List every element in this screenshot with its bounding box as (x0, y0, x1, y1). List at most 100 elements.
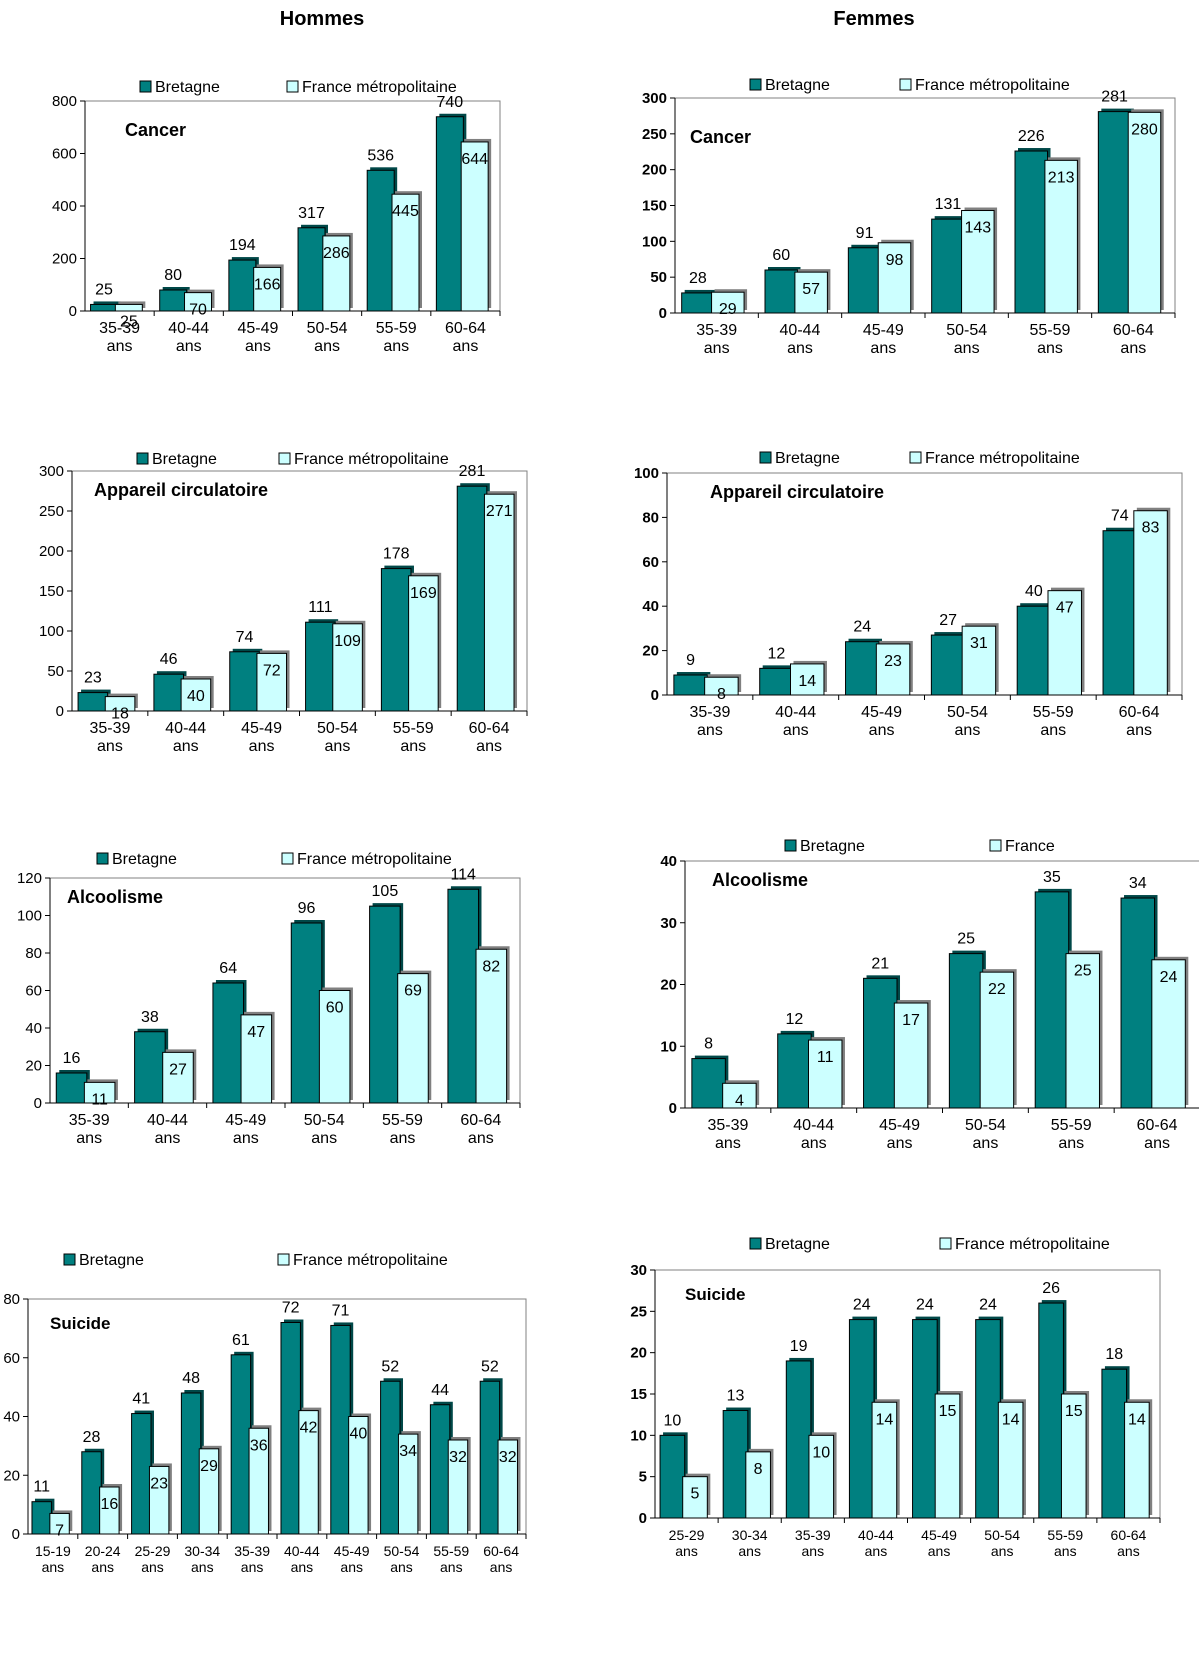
y-tick-label: 100 (642, 233, 667, 250)
y-tick-label: 60 (3, 1350, 20, 1367)
x-tick-label: 60-64 (483, 1543, 519, 1559)
x-tick-label-unit: ans (991, 1543, 1014, 1559)
data-label-bretagne: 71 (332, 1302, 350, 1319)
x-tick-label: 50-54 (384, 1543, 420, 1559)
x-tick-label: 45-49 (921, 1527, 957, 1543)
bar-france (198, 1448, 220, 1535)
data-label-france: 4 (735, 1092, 744, 1109)
legend-label-france: France métropolitaine (294, 451, 449, 468)
bar-france (180, 678, 212, 712)
y-tick-label: 40 (3, 1409, 20, 1426)
plot-area (49, 877, 521, 1104)
x-tick-label-unit: ans (1117, 1543, 1140, 1559)
x-tick-label-unit: ans (1126, 722, 1152, 739)
y-tick-label: 40 (642, 598, 659, 615)
bar-bretagne (330, 1324, 351, 1535)
bar-france (997, 1401, 1024, 1519)
x-tick-label-unit: ans (76, 1130, 102, 1147)
data-label-bretagne: 24 (853, 619, 871, 636)
bar-france (1044, 159, 1078, 314)
bar-france (483, 493, 515, 712)
data-label-france: 8 (717, 686, 726, 703)
x-tick-label-unit: ans (954, 340, 980, 357)
data-label-bretagne: 52 (481, 1358, 499, 1375)
x-tick-label-unit: ans (141, 1559, 164, 1575)
y-tick-label: 0 (651, 687, 659, 704)
data-label-france: 60 (326, 1000, 344, 1017)
bar-france (162, 1051, 194, 1104)
bar-bretagne (366, 169, 395, 312)
data-label-bretagne: 24 (979, 1297, 997, 1314)
data-label-france: 10 (812, 1444, 830, 1461)
y-tick-label: 100 (17, 908, 42, 925)
bar-france (682, 1476, 708, 1519)
y-tick-label: 100 (634, 465, 659, 482)
x-tick-label-unit: ans (738, 1543, 761, 1559)
x-tick-label-unit: ans (476, 738, 502, 755)
x-tick-label: 35-39 (707, 1117, 748, 1134)
bar-france (447, 1439, 469, 1535)
data-label-bretagne: 61 (232, 1332, 250, 1349)
data-label-bretagne: 23 (84, 670, 102, 687)
x-tick-label-unit: ans (311, 1130, 337, 1147)
bar-france (256, 652, 288, 712)
x-tick-label: 45-49 (863, 322, 904, 339)
x-tick-label-unit: ans (1040, 722, 1066, 739)
x-tick-label: 55-59 (1051, 1117, 1092, 1134)
bar-france (332, 623, 363, 712)
y-tick-label: 0 (69, 303, 77, 320)
x-tick-label: 55-59 (433, 1543, 469, 1559)
y-tick-label: 30 (660, 915, 677, 932)
y-tick-label: 0 (56, 703, 64, 720)
y-tick-label: 80 (3, 1291, 20, 1308)
legend-swatch-france (909, 451, 922, 464)
x-tick-label: 55-59 (1030, 322, 1071, 339)
plot-area (666, 472, 1183, 696)
y-tick-label: 0 (34, 1095, 42, 1112)
x-tick-label-unit: ans (1120, 340, 1146, 357)
data-label-france: 143 (964, 220, 991, 237)
bar-bretagne (159, 289, 188, 312)
bar-bretagne (456, 485, 488, 712)
x-tick-label-unit: ans (697, 722, 723, 739)
data-label-bretagne: 21 (871, 955, 889, 972)
bar-france (248, 1427, 269, 1535)
data-label-france: 29 (719, 301, 737, 318)
x-tick-label: 35-39 (795, 1527, 831, 1543)
bar-france (460, 141, 489, 312)
y-tick-label: 300 (39, 463, 64, 480)
data-label-bretagne: 194 (229, 237, 256, 254)
data-label-bretagne: 25 (957, 931, 975, 948)
x-tick-label-unit: ans (787, 340, 813, 357)
legend-label-bretagne: Bretagne (155, 79, 220, 96)
femmes-header: Femmes (833, 8, 915, 30)
data-label-france: 17 (902, 1012, 920, 1029)
bar-bretagne (1101, 1368, 1128, 1519)
x-tick-label: 60-64 (1137, 1117, 1178, 1134)
legend-swatch-france (989, 839, 1002, 852)
data-label-bretagne: 44 (431, 1382, 449, 1399)
bar-france (253, 266, 282, 312)
bar-bretagne (931, 218, 965, 314)
chart-femmes-cancer: Bretagne France métropolitaine 0 50 100 150 20… (642, 77, 1176, 357)
data-label-france: 271 (486, 503, 513, 520)
data-label-bretagne: 536 (367, 147, 394, 164)
data-label-france: 24 (1160, 969, 1178, 986)
x-tick-label: 30-34 (184, 1543, 220, 1559)
y-tick-label: 100 (39, 623, 64, 640)
data-label-france: 23 (884, 653, 902, 670)
bar-france (704, 676, 739, 696)
x-tick-label-unit: ans (865, 1543, 888, 1559)
x-tick-label: 40-44 (775, 704, 816, 721)
x-tick-label: 45-49 (237, 320, 278, 337)
x-tick-label: 60-64 (1113, 322, 1154, 339)
y-tick-label: 60 (642, 554, 659, 571)
data-label-france: 36 (250, 1437, 268, 1454)
data-label-bretagne: 48 (182, 1370, 200, 1387)
y-tick-label: 25 (630, 1303, 647, 1320)
chart-femmes-circulatoire: Bretagne France métropolitaine 0 20 40 60 80 10… (634, 450, 1183, 739)
x-tick-label: 40-44 (780, 322, 821, 339)
bar-france (722, 1082, 757, 1109)
data-label-bretagne: 178 (383, 546, 410, 563)
y-tick-label: 600 (52, 146, 77, 163)
